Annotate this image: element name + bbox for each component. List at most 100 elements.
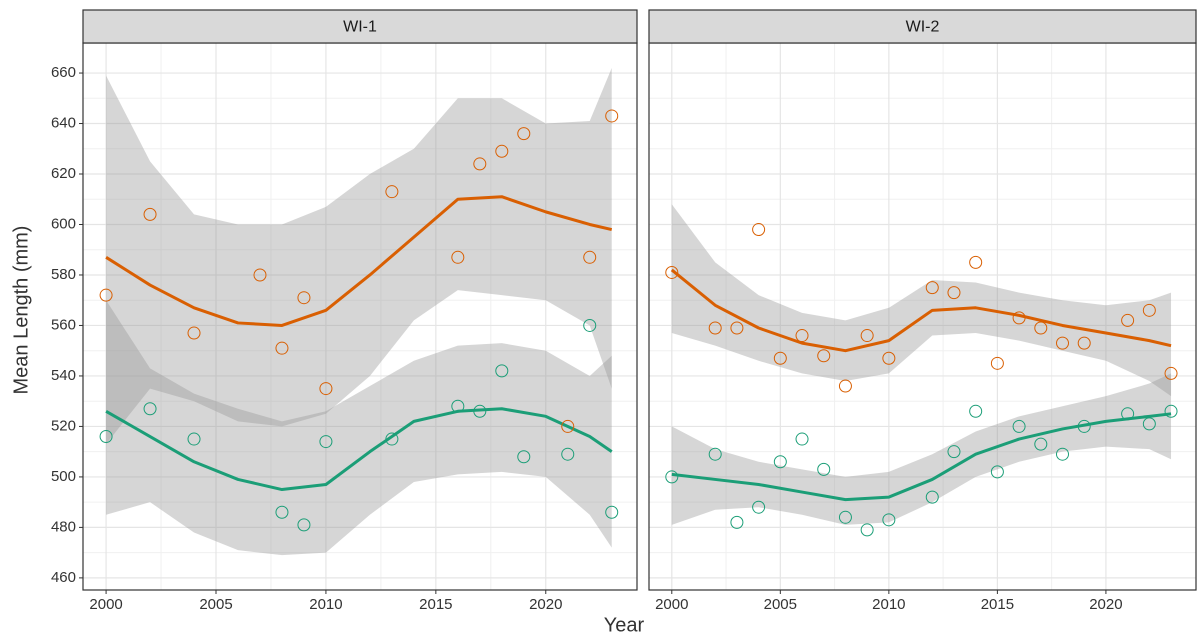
point xyxy=(925,281,939,295)
point xyxy=(860,523,874,537)
point xyxy=(473,157,487,171)
point xyxy=(385,432,399,446)
smooth-line xyxy=(105,407,613,492)
point xyxy=(1012,311,1026,325)
point xyxy=(451,250,465,264)
y-axis-label: Mean Length (mm) xyxy=(10,226,32,395)
point xyxy=(882,513,896,527)
point xyxy=(187,326,201,340)
x-tick-label: 2020 xyxy=(1089,596,1122,613)
point xyxy=(752,500,766,514)
point xyxy=(297,291,311,305)
point xyxy=(253,268,267,282)
point xyxy=(297,518,311,532)
point xyxy=(517,127,531,141)
confidence-band xyxy=(671,204,1172,397)
point xyxy=(969,404,983,418)
x-tick-label: 2005 xyxy=(764,596,797,613)
point xyxy=(795,432,809,446)
point xyxy=(817,462,831,476)
point xyxy=(817,349,831,363)
y-tick-label: 480 xyxy=(51,518,76,535)
point xyxy=(1034,437,1048,451)
point xyxy=(1121,313,1135,327)
y-tick-label: 620 xyxy=(51,165,76,182)
smooth-line xyxy=(671,412,1172,502)
y-tick-label: 540 xyxy=(51,367,76,384)
point xyxy=(925,490,939,504)
x-tick-label: 2000 xyxy=(89,596,122,613)
confidence-band xyxy=(671,373,1172,525)
point xyxy=(795,329,809,343)
point xyxy=(752,223,766,237)
x-tick-label: 2010 xyxy=(872,596,905,613)
point xyxy=(990,465,1004,479)
point xyxy=(319,382,333,396)
point xyxy=(99,430,113,444)
smooth-line xyxy=(670,268,1172,353)
y-tick-label: 560 xyxy=(51,316,76,333)
point xyxy=(473,404,487,418)
point xyxy=(838,510,852,524)
point xyxy=(1056,336,1070,350)
point xyxy=(187,432,201,446)
point xyxy=(1164,366,1178,380)
y-tick-label: 520 xyxy=(51,417,76,434)
panel-background xyxy=(83,43,637,590)
point xyxy=(451,399,465,413)
point xyxy=(1012,419,1026,433)
y-tick-label: 640 xyxy=(51,114,76,131)
point xyxy=(947,445,961,459)
point xyxy=(561,447,575,461)
point xyxy=(990,356,1004,370)
point xyxy=(730,515,744,529)
x-tick-label: 2020 xyxy=(529,596,562,613)
point xyxy=(275,341,289,355)
point xyxy=(730,321,744,335)
point xyxy=(708,447,722,461)
strip-title: WI-2 xyxy=(906,19,940,36)
point xyxy=(1142,417,1156,431)
point xyxy=(99,288,113,302)
point xyxy=(561,419,575,433)
y-tick-label: 580 xyxy=(51,266,76,283)
y-tick-label: 500 xyxy=(51,468,76,485)
y-tick-label: 600 xyxy=(51,215,76,232)
point xyxy=(708,321,722,335)
x-tick-label: 2015 xyxy=(981,596,1014,613)
point xyxy=(583,318,597,332)
point xyxy=(143,402,157,416)
point xyxy=(1077,419,1091,433)
point xyxy=(583,250,597,264)
point xyxy=(773,351,787,365)
point xyxy=(838,379,852,393)
point xyxy=(947,286,961,300)
x-tick-label: 2015 xyxy=(419,596,452,613)
point xyxy=(665,470,679,484)
smooth-line xyxy=(105,195,613,327)
strip-title: WI-1 xyxy=(343,19,377,36)
x-tick-label: 2000 xyxy=(655,596,688,613)
point xyxy=(1034,321,1048,335)
point xyxy=(605,505,619,519)
point xyxy=(517,450,531,464)
strip xyxy=(648,9,1197,44)
y-tick-label: 460 xyxy=(51,569,76,586)
point xyxy=(1121,407,1135,421)
point xyxy=(969,255,983,269)
strip xyxy=(82,9,638,44)
point xyxy=(1164,404,1178,418)
point xyxy=(385,185,399,199)
point xyxy=(143,207,157,221)
x-axis-label: Year xyxy=(604,614,645,636)
point xyxy=(1142,303,1156,317)
x-tick-label: 2005 xyxy=(199,596,232,613)
point xyxy=(319,435,333,449)
x-tick-label: 2010 xyxy=(309,596,342,613)
point xyxy=(882,351,896,365)
y-tick-label: 660 xyxy=(51,64,76,81)
point xyxy=(1056,447,1070,461)
point xyxy=(665,265,679,279)
confidence-band xyxy=(106,300,612,556)
